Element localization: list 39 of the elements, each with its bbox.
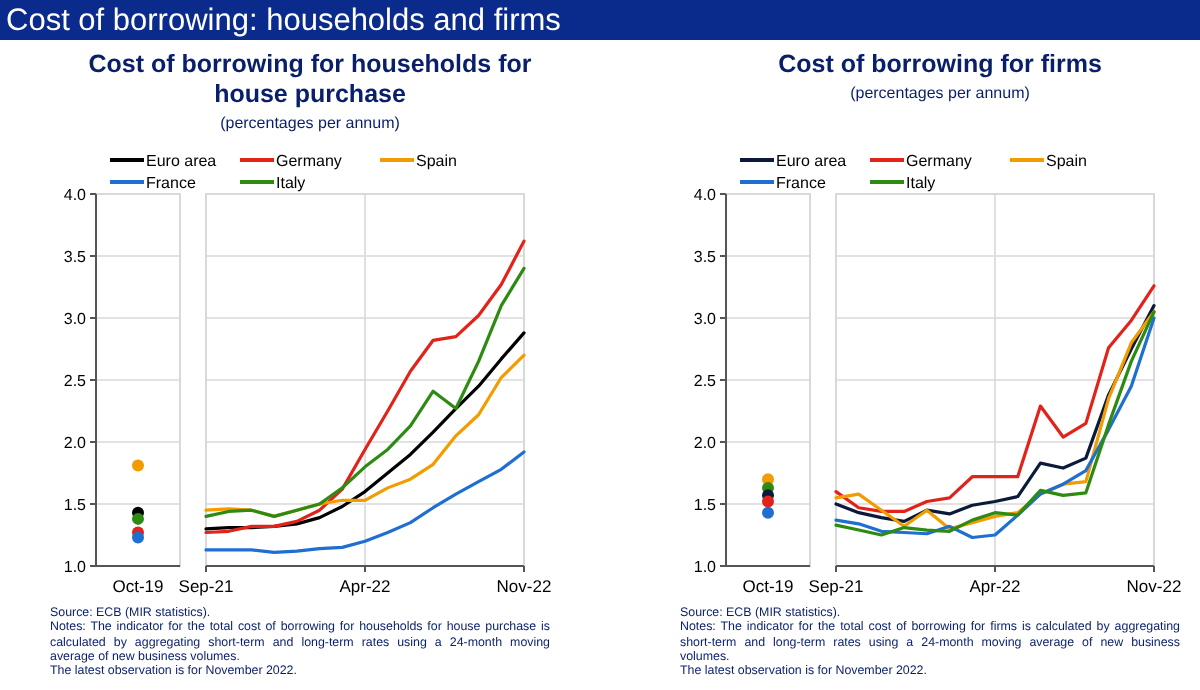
x-tick-label: Apr-22 xyxy=(969,576,1022,596)
x-tick-label: Nov-22 xyxy=(496,576,552,596)
legend-label: France xyxy=(776,174,827,192)
legend-label: Germany xyxy=(906,152,972,170)
y-tick-label: 1.5 xyxy=(63,496,88,514)
legend-label: Euro area xyxy=(146,152,218,170)
x-tick-label: Oct-19 xyxy=(742,576,795,596)
x-tick-label: Apr-22 xyxy=(339,576,392,596)
text: Cost of borrowing: households and firms xyxy=(6,4,562,38)
y-tick-label: 1.5 xyxy=(693,496,718,514)
y-tick-label: 1.0 xyxy=(693,558,718,576)
x-tick-label: Sep-21 xyxy=(178,576,234,596)
legend-label: Germany xyxy=(276,152,342,170)
x-tick-label: Sep-21 xyxy=(808,576,864,596)
chart-title: Cost of borrowing for firms xyxy=(778,50,1102,78)
y-tick-label: 2.5 xyxy=(63,372,88,390)
y-tick-label: 2.0 xyxy=(693,434,718,452)
y-tick-label: 1.0 xyxy=(63,558,88,576)
legend-label: France xyxy=(146,174,197,192)
y-tick-label: 3.5 xyxy=(693,248,718,266)
x-tick-label: Oct-19 xyxy=(112,576,165,596)
y-tick-label: 3.0 xyxy=(693,310,718,328)
y-tick-label: 3.0 xyxy=(63,310,88,328)
legend-label: Spain xyxy=(416,152,457,170)
y-tick-label: 3.5 xyxy=(63,248,88,266)
y-tick-label: 4.0 xyxy=(63,186,88,204)
line-series xyxy=(204,450,526,554)
x-tick-label: Nov-22 xyxy=(1126,576,1182,596)
legend-label: Euro area xyxy=(776,152,848,170)
legend-label: Italy xyxy=(906,174,936,192)
chart-title: Cost of borrowing for households for house purchase xyxy=(88,50,532,108)
y-tick-label: 4.0 xyxy=(693,186,718,204)
legend-label: Italy xyxy=(276,174,306,192)
legend-label: Spain xyxy=(1046,152,1087,170)
chart-subtitle: (percentages per annum) xyxy=(220,114,401,132)
chart-subtitle: (percentages per annum) xyxy=(850,84,1031,102)
y-tick-label: 2.5 xyxy=(693,372,718,390)
y-tick-label: 2.0 xyxy=(63,434,88,452)
line-series xyxy=(204,331,526,531)
